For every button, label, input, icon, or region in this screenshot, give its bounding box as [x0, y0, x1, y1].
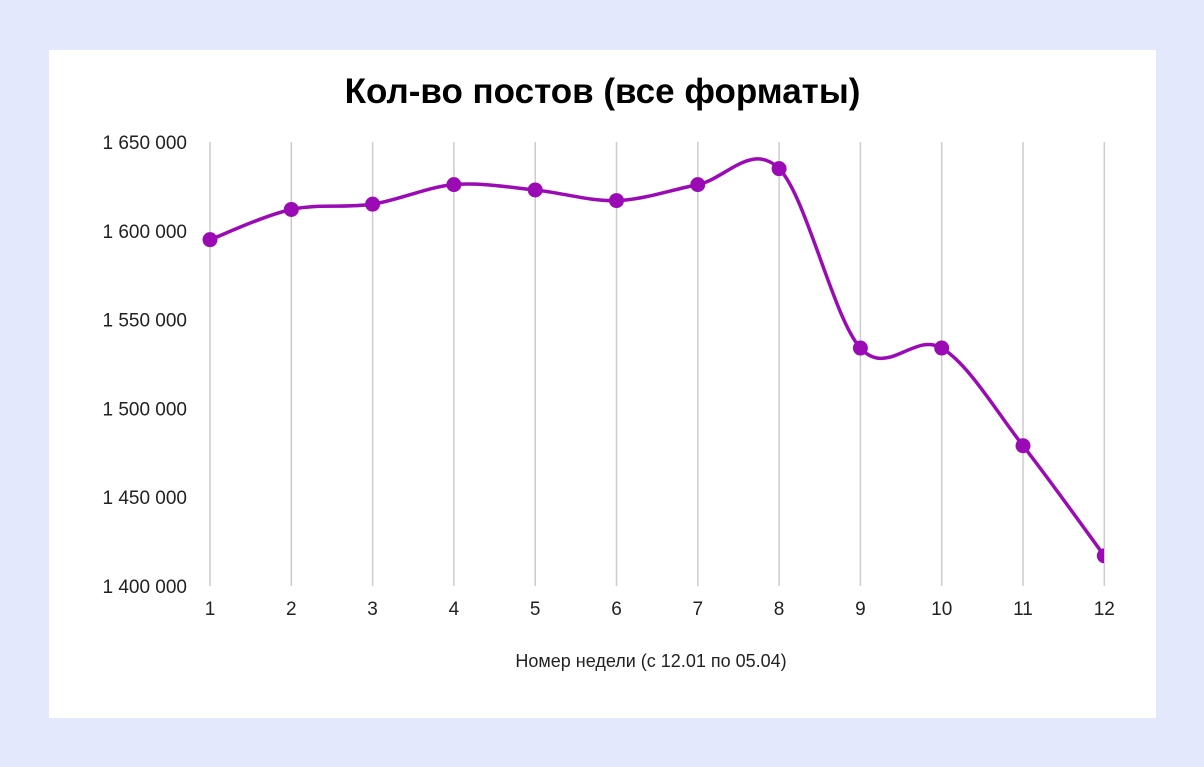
x-tick-label: 3	[367, 599, 378, 620]
vertical-gridlines	[209, 142, 1106, 586]
data-point-markers	[202, 161, 1104, 564]
data-point	[934, 340, 950, 356]
x-tick-label: 12	[1094, 599, 1115, 620]
x-axis-label: Номер недели (с 12.01 по 05.04)	[515, 651, 786, 671]
x-tick-label: 6	[611, 599, 622, 620]
data-point	[1096, 548, 1104, 564]
x-tick-label: 1	[205, 599, 216, 620]
data-point	[365, 196, 381, 212]
data-point	[771, 161, 787, 177]
y-axis-tick-labels: 1 400 000 1 450 000 1 500 000 1 550 000 1 60…	[102, 133, 187, 598]
x-tick-label: 2	[286, 599, 297, 620]
x-tick-label: 11	[1013, 599, 1033, 620]
data-point	[202, 232, 218, 248]
x-tick-label: 9	[855, 599, 866, 620]
x-axis-tick-labels: 1 2 3 4 5 6 7 8 9 10 11 12	[205, 599, 1115, 620]
data-point	[446, 177, 462, 193]
x-tick-label: 4	[449, 599, 460, 620]
data-point	[283, 201, 299, 217]
x-tick-label: 7	[693, 599, 704, 620]
data-point	[1015, 438, 1031, 454]
y-tick-label: 1 400 000	[102, 577, 187, 598]
data-point	[690, 177, 706, 193]
x-tick-label: 10	[931, 599, 952, 620]
chart-title: Кол-во постов (все форматы)	[344, 72, 861, 111]
y-tick-label: 1 550 000	[102, 311, 187, 332]
line-chart: 1 400 000 1 450 000 1 500 000 1 550 000 1 60…	[102, 133, 1115, 671]
x-tick-label: 8	[774, 599, 785, 620]
y-tick-label: 1 500 000	[102, 399, 187, 420]
y-tick-label: 1 650 000	[102, 133, 187, 154]
data-point	[527, 182, 543, 198]
series-line	[208, 157, 1104, 558]
y-tick-label: 1 600 000	[102, 222, 187, 243]
y-tick-label: 1 450 000	[102, 488, 187, 509]
data-point	[609, 193, 624, 209]
x-tick-label: 5	[530, 599, 541, 620]
chart-card: Кол-во постов (все форматы) 1 400 000 1 4…	[49, 50, 1156, 718]
data-point	[852, 340, 868, 356]
